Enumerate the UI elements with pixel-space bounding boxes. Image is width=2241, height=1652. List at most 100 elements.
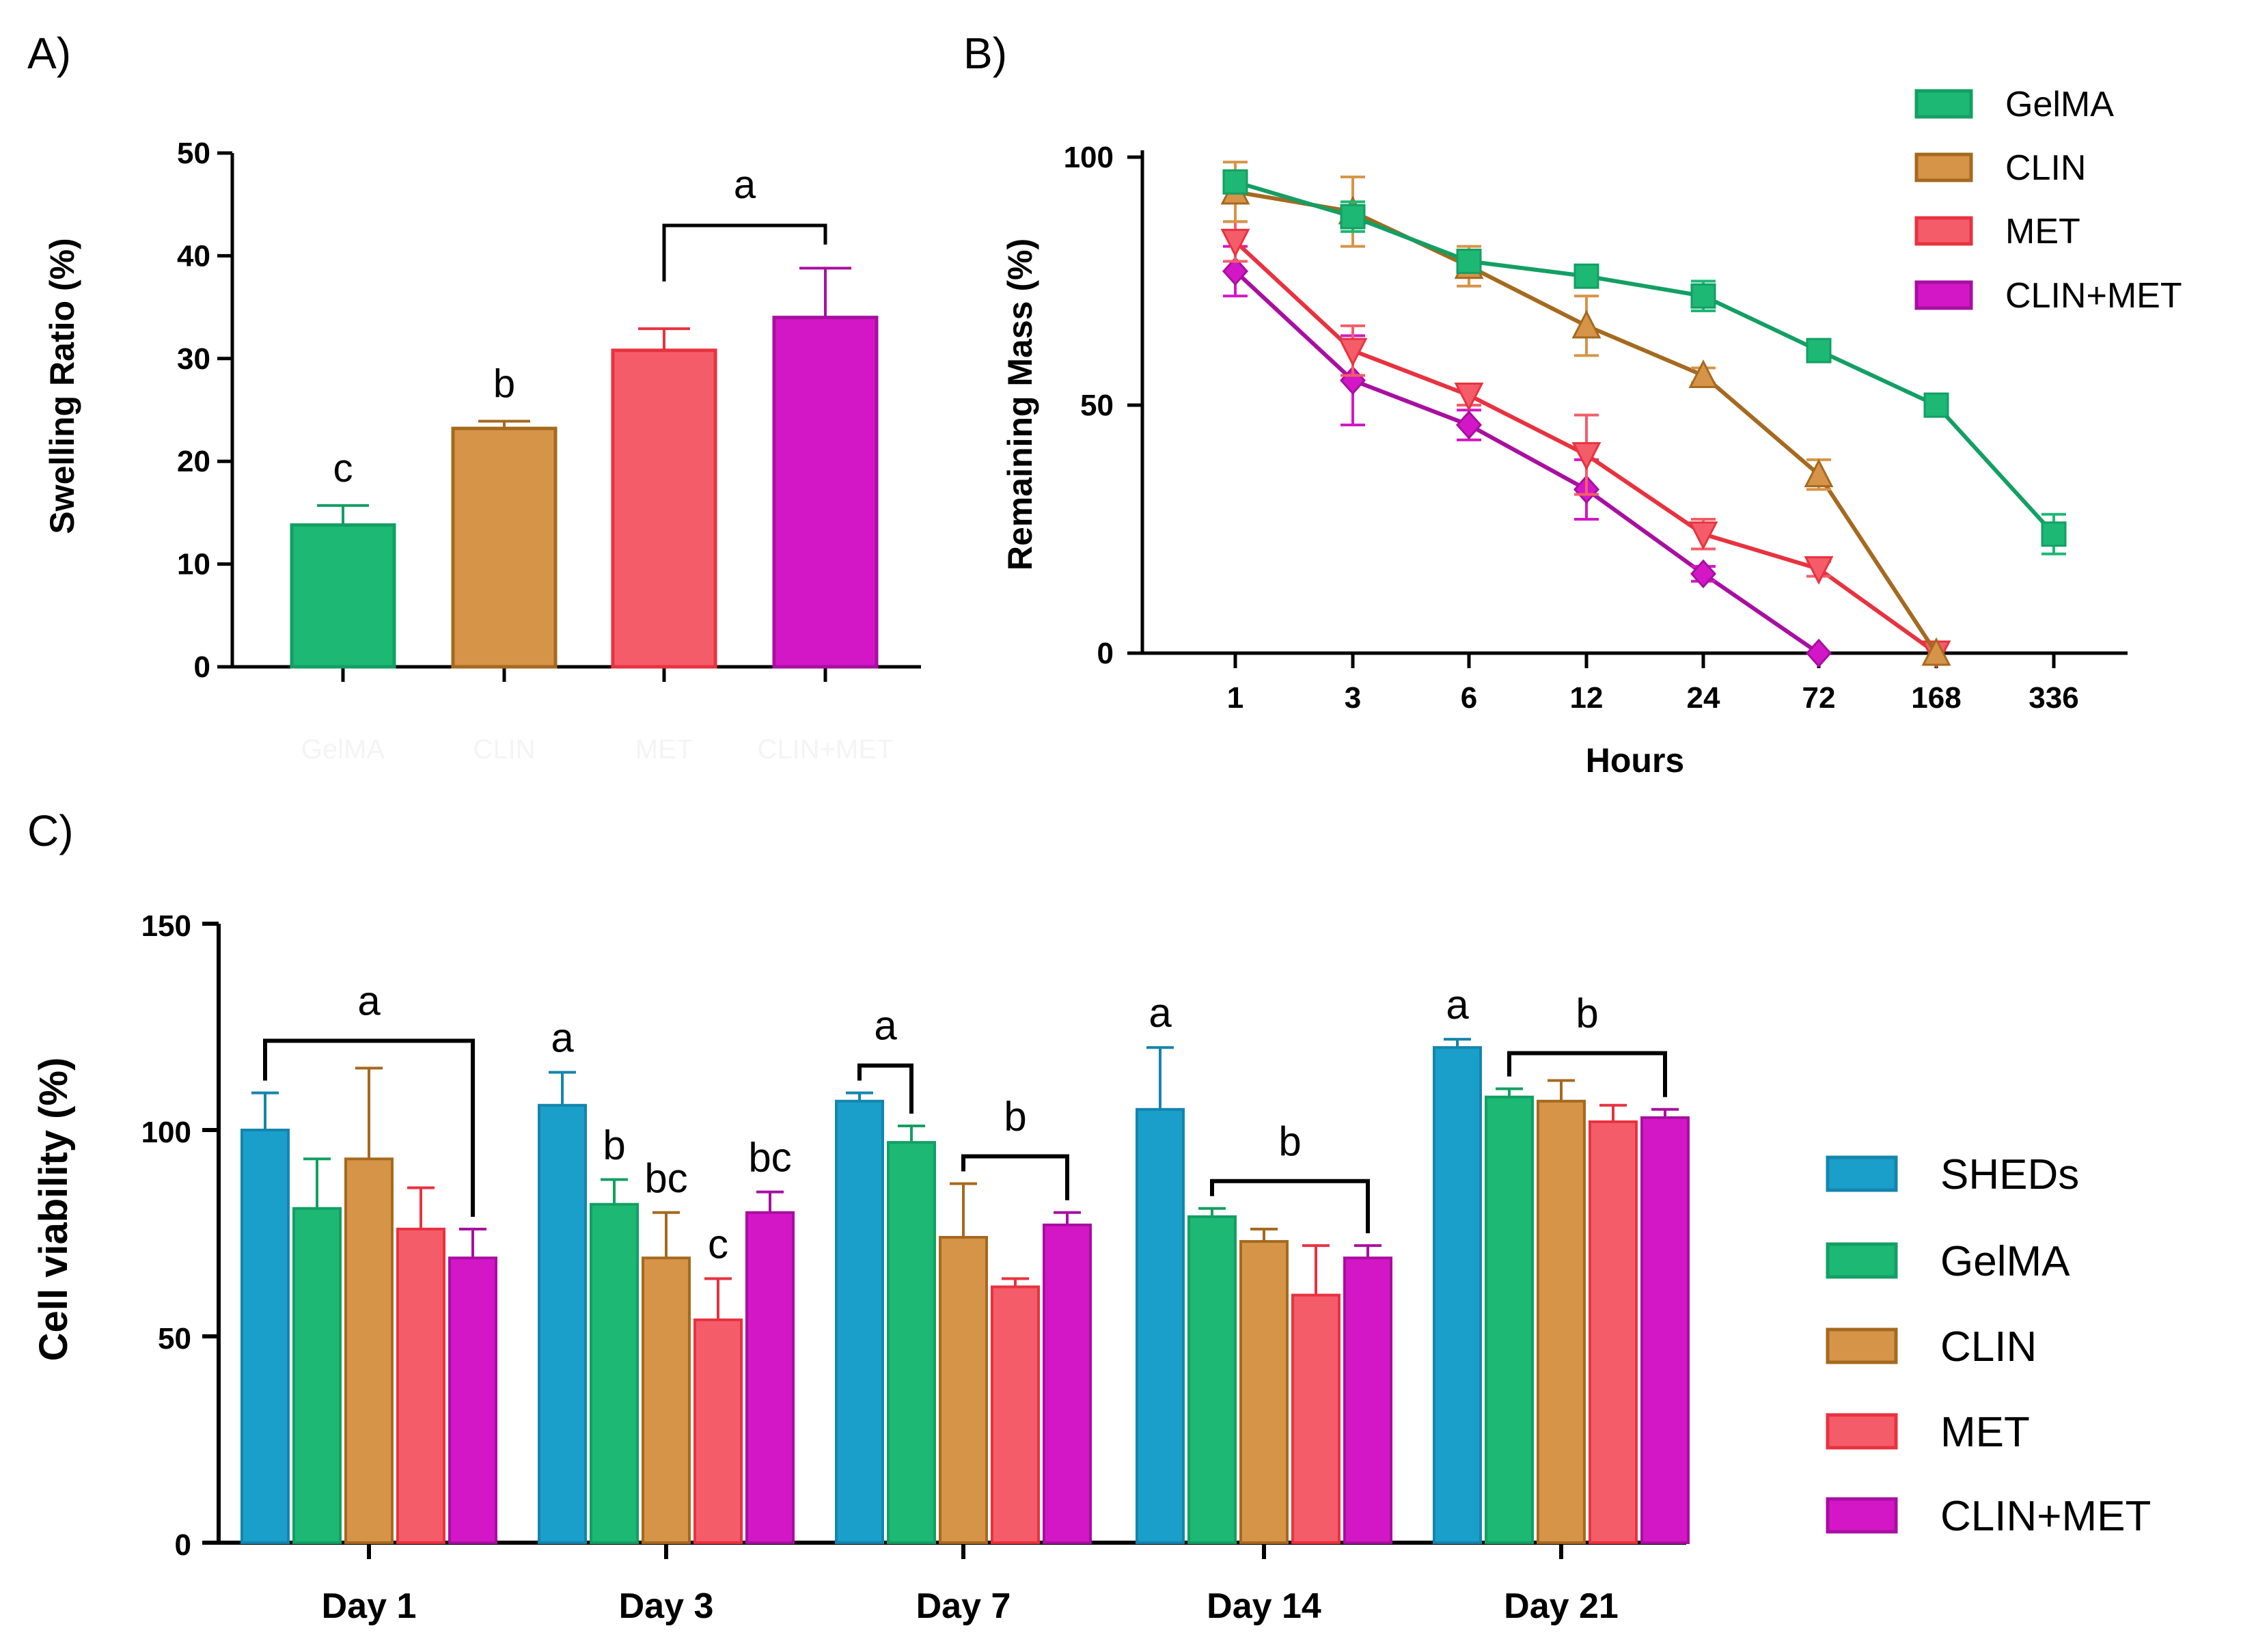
chart-c-bar — [991, 1285, 1040, 1545]
chart-c-bar — [344, 1157, 394, 1544]
chart-c-ytick-label: 50 — [158, 1322, 191, 1355]
chart-b-point — [1805, 638, 1832, 668]
chart-b-series-clin — [1220, 161, 1951, 666]
chart-b-ytick-label: 50 — [1080, 389, 1114, 422]
chart-a-bar — [772, 316, 879, 669]
chart-c-bracket-letter: a — [357, 978, 381, 1023]
chart-c-bar — [292, 1207, 342, 1544]
chart-c-bar — [1537, 1099, 1586, 1544]
chart-b-legend-swatch — [1914, 216, 1973, 246]
chart-c-bar — [1343, 1256, 1392, 1544]
chart-c-bracket-letter: b — [1576, 991, 1598, 1036]
chart-a-bar — [611, 348, 717, 669]
chart-c-xtick-label: Day 21 — [1504, 1586, 1619, 1626]
chart-b-point — [1456, 248, 1482, 274]
chart-a-bracket-letter: a — [734, 163, 756, 207]
chart-b-point — [1690, 283, 1716, 309]
chart-b-legend-label: CLIN+MET — [2005, 276, 2182, 316]
chart-a: 0 10 20 30 40 50 c GelMA b CLIN MET CLIN+MET a — [177, 137, 921, 765]
chart-a-bracket — [662, 223, 827, 281]
chart-c-sig-letter: c — [708, 1221, 728, 1267]
chart-a-sig-letter: b — [493, 362, 515, 407]
chart-b-xtick-label: 168 — [1911, 681, 1961, 715]
chart-c-xtick-label: Day 14 — [1207, 1586, 1321, 1626]
chart-c-legend-swatch — [1826, 1242, 1898, 1279]
chart-c-bracket — [1507, 1051, 1667, 1097]
chart-c-xtick-label: Day 3 — [619, 1586, 714, 1626]
chart-a-xtick-label: CLIN — [473, 734, 535, 765]
chart-c-legend-swatch — [1826, 1413, 1898, 1450]
panel-c-label: C) — [27, 806, 74, 855]
chart-b-point — [2041, 521, 2067, 547]
chart-c-bracket — [263, 1038, 475, 1217]
chart-b-xtick-label: 72 — [1802, 681, 1836, 715]
chart-c-legend-label: GelMA — [1940, 1238, 2070, 1285]
chart-c-bar — [396, 1227, 445, 1544]
chart-c-legend-label: CLIN — [1940, 1323, 2037, 1371]
chart-b-legend-label: GelMA — [2005, 85, 2114, 124]
chart-c-legend-label: CLIN+MET — [1940, 1493, 2151, 1540]
chart-c-bar — [1485, 1095, 1534, 1545]
chart-b-series-gelma — [1222, 169, 2067, 555]
chart-a-ytick-label: 30 — [177, 342, 210, 376]
panel-a-label: A) — [27, 29, 71, 78]
chart-b-point — [1690, 559, 1717, 589]
chart-c-bracket-letter: b — [1004, 1094, 1026, 1140]
chart-c-bar — [887, 1141, 936, 1544]
chart-b-point — [1571, 309, 1601, 339]
chart-b-point — [1923, 392, 1949, 418]
chart-b-legend-swatch — [1914, 280, 1973, 310]
chart-b-point — [1222, 169, 1248, 195]
chart-b-point — [1338, 338, 1368, 367]
chart-c-bracket-letter: b — [1278, 1118, 1301, 1164]
chart-b-xtick-label: 336 — [2029, 681, 2078, 715]
chart-b-point — [1454, 382, 1484, 411]
chart-c-bar — [1043, 1223, 1092, 1545]
chart-a-xtick-label: MET — [635, 734, 693, 765]
chart-b-xtick-label: 12 — [1570, 681, 1604, 715]
chart-c-bar — [1589, 1120, 1638, 1545]
chart-a-ytick-label: 10 — [177, 548, 210, 581]
chart-c-bracket — [1210, 1179, 1370, 1234]
chart-b-legend-swatch — [1914, 89, 1973, 119]
chart-b-ylabel: Remaining Mass (%) — [1001, 238, 1039, 570]
chart-a-xtick-label: GelMA — [301, 734, 385, 765]
chart-b-series-clin-met — [1222, 245, 1832, 668]
chart-c-bar — [1291, 1293, 1341, 1544]
chart-c-ylabel: Cell viability (%) — [31, 1058, 76, 1362]
chart-b: 0 50 100 1 3 6 12 24 72 168 336 GelMA CLIN MET CLIN+ME… — [1064, 85, 2182, 715]
chart-c-sig-letter: b — [603, 1122, 625, 1168]
chart-b-point — [1571, 442, 1601, 471]
chart-a-ytick-label: 50 — [177, 137, 210, 170]
chart-c-bar — [1187, 1215, 1237, 1544]
chart-b-ytick-label: 0 — [1097, 637, 1114, 670]
chart-c-sig-letter: a — [1446, 982, 1469, 1028]
chart-c-bar — [590, 1202, 639, 1544]
chart-b-point — [1455, 410, 1483, 440]
chart-b-point — [1804, 556, 1834, 585]
chart-c-bar — [939, 1236, 988, 1545]
chart-b-xtick-label: 24 — [1687, 681, 1720, 715]
chart-b-point — [1222, 256, 1249, 286]
chart-a-ytick-label: 40 — [177, 239, 210, 273]
panel-b-label: B) — [963, 29, 1007, 78]
chart-c-sig-letter: bc — [748, 1135, 791, 1181]
chart-c-bar — [745, 1211, 795, 1545]
chart-b-xtick-label: 1 — [1227, 681, 1243, 715]
chart-c-sig-letter: a — [1149, 990, 1172, 1036]
chart-b-point — [1573, 263, 1599, 289]
chart-c-legend-label: MET — [1940, 1409, 2030, 1456]
chart-b-point — [1804, 458, 1834, 488]
chart-a-bar — [290, 523, 396, 669]
chart-c-bar — [1136, 1107, 1185, 1545]
chart-c-bar — [835, 1099, 884, 1544]
chart-b-point — [1921, 637, 1951, 666]
chart-c-ytick-label: 0 — [175, 1528, 191, 1562]
chart-b-point — [1220, 228, 1250, 258]
chart-b-xlabel: Hours — [1586, 741, 1684, 780]
chart-c-bar — [1640, 1116, 1690, 1544]
chart-b-point — [1688, 521, 1718, 551]
chart-b-legend-swatch — [1914, 152, 1973, 182]
